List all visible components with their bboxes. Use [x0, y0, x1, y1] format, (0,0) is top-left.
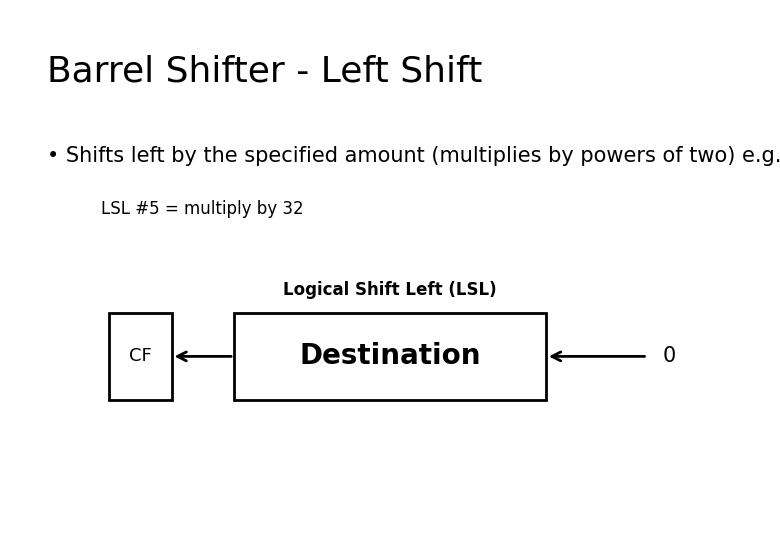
Text: • Shifts left by the specified amount (multiplies by powers of two) e.g.: • Shifts left by the specified amount (m…	[47, 146, 780, 166]
Text: CF: CF	[129, 347, 152, 366]
Text: Destination: Destination	[300, 342, 480, 370]
Text: Logical Shift Left (LSL): Logical Shift Left (LSL)	[283, 281, 497, 299]
Text: Barrel Shifter - Left Shift: Barrel Shifter - Left Shift	[47, 54, 482, 88]
Text: LSL #5 = multiply by 32: LSL #5 = multiply by 32	[101, 200, 304, 218]
Text: 0: 0	[663, 346, 676, 367]
